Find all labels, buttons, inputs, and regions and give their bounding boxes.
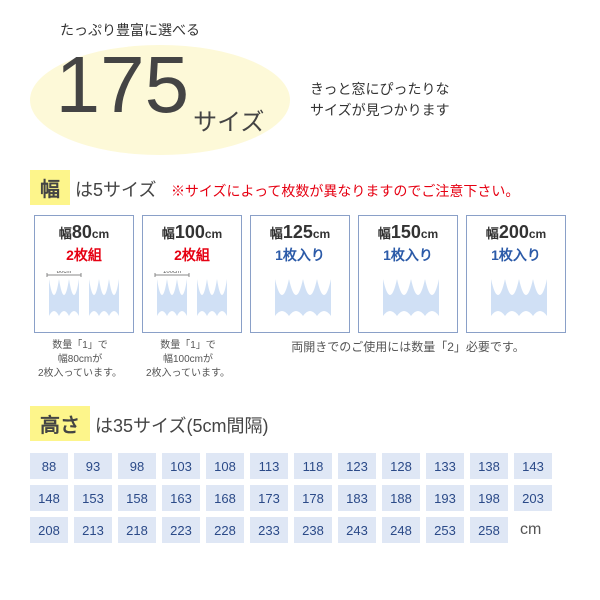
size-label: サイズ (193, 102, 264, 137)
hero-sub-line1: きっと窓にぴったりな (310, 79, 450, 100)
height-cell: 148 (30, 485, 68, 511)
height-cell: 113 (250, 453, 288, 479)
height-cell: 208 (30, 517, 68, 543)
height-cell: 238 (294, 517, 332, 543)
width-card-pack: 2枚組 (147, 245, 237, 265)
width-card-pack: 2枚組 (39, 245, 129, 265)
height-cell: 153 (74, 485, 112, 511)
height-cell: 228 (206, 517, 244, 543)
height-cell: 128 (382, 453, 420, 479)
height-cell: 223 (162, 517, 200, 543)
width-card-title: 幅200cm (471, 222, 561, 243)
height-cell: 203 (514, 485, 552, 511)
height-cell: 123 (338, 453, 376, 479)
height-cell: 178 (294, 485, 332, 511)
height-cell: 248 (382, 517, 420, 543)
height-cell: 183 (338, 485, 376, 511)
width-section-header: 幅 は5サイズ ※サイズによって枚数が異なりますのでご注意下さい。 (30, 170, 570, 205)
curtain-icon: 100cm (152, 271, 232, 321)
width-cards: 幅80cm 2枚組 80cm 幅100cm 2枚組 100cm 幅125cm 1… (30, 215, 570, 333)
height-unit: cm (520, 521, 541, 539)
width-notes: 数量「1」で幅80cmが2枚入っています。数量「1」で幅100cmが2枚入ってい… (30, 339, 570, 381)
height-text: は35サイズ(5cm間隔) (90, 416, 268, 436)
size-number: 175 (56, 45, 189, 125)
height-cell: 233 (250, 517, 288, 543)
height-cell: 158 (118, 485, 156, 511)
width-note: 数量「1」で幅100cmが2枚入っています。 (138, 339, 238, 381)
width-card: 幅100cm 2枚組 100cm (142, 215, 242, 333)
width-note: 数量「1」で幅80cmが2枚入っています。 (30, 339, 130, 381)
width-card-title: 幅100cm (147, 222, 237, 243)
height-cell: 88 (30, 453, 68, 479)
width-card-title: 幅150cm (363, 222, 453, 243)
height-cell: 108 (206, 453, 244, 479)
height-cell: 198 (470, 485, 508, 511)
width-card-pack: 1枚入り (255, 245, 345, 265)
width-card: 幅200cm 1枚入り (466, 215, 566, 333)
height-cell: 103 (162, 453, 200, 479)
height-cell: 118 (294, 453, 332, 479)
height-cell: 133 (426, 453, 464, 479)
width-card-pack: 1枚入り (471, 245, 561, 265)
height-cell: 243 (338, 517, 376, 543)
width-card: 幅80cm 2枚組 80cm (34, 215, 134, 333)
height-label: 高さ (30, 406, 90, 441)
height-cell: 98 (118, 453, 156, 479)
curtain-icon (368, 271, 448, 321)
height-cell: 188 (382, 485, 420, 511)
width-card-title: 幅125cm (255, 222, 345, 243)
height-cell: 143 (514, 453, 552, 479)
height-cell: 253 (426, 517, 464, 543)
width-warning: ※サイズによって枚数が異なりますのでご注意下さい。 (171, 183, 519, 199)
height-cell: 193 (426, 485, 464, 511)
curtain-icon (476, 271, 556, 321)
svg-text:80cm: 80cm (57, 271, 72, 275)
height-cell: 213 (74, 517, 112, 543)
svg-text:100cm: 100cm (163, 271, 181, 275)
width-note-wide: 両開きでのご使用には数量「2」必要です。 (246, 339, 570, 356)
width-card: 幅150cm 1枚入り (358, 215, 458, 333)
hero-subtext: きっと窓にぴったりな サイズが見つかります (310, 79, 450, 121)
height-grid: 8893981031081131181231281331381431481531… (30, 453, 570, 543)
curtain-icon: 80cm (44, 271, 124, 321)
height-cell: 258 (470, 517, 508, 543)
height-cell: 168 (206, 485, 244, 511)
hero-row: 175 サイズ きっと窓にぴったりな サイズが見つかります (30, 45, 570, 155)
size-bubble: 175 サイズ (30, 45, 290, 155)
height-cell: 173 (250, 485, 288, 511)
width-label: 幅 (30, 170, 70, 205)
height-cell: 93 (74, 453, 112, 479)
height-section: 高さ は35サイズ(5cm間隔) 88939810310811311812312… (30, 406, 570, 543)
width-card-pack: 1枚入り (363, 245, 453, 265)
top-text: たっぷり豊富に選べる (60, 20, 570, 40)
width-card-title: 幅80cm (39, 222, 129, 243)
curtain-icon (260, 271, 340, 321)
height-cell: 163 (162, 485, 200, 511)
height-cell: 218 (118, 517, 156, 543)
height-cell: 138 (470, 453, 508, 479)
width-text: は5サイズ (70, 180, 156, 200)
hero-sub-line2: サイズが見つかります (310, 100, 450, 121)
width-card: 幅125cm 1枚入り (250, 215, 350, 333)
height-section-header: 高さ は35サイズ(5cm間隔) (30, 406, 570, 441)
